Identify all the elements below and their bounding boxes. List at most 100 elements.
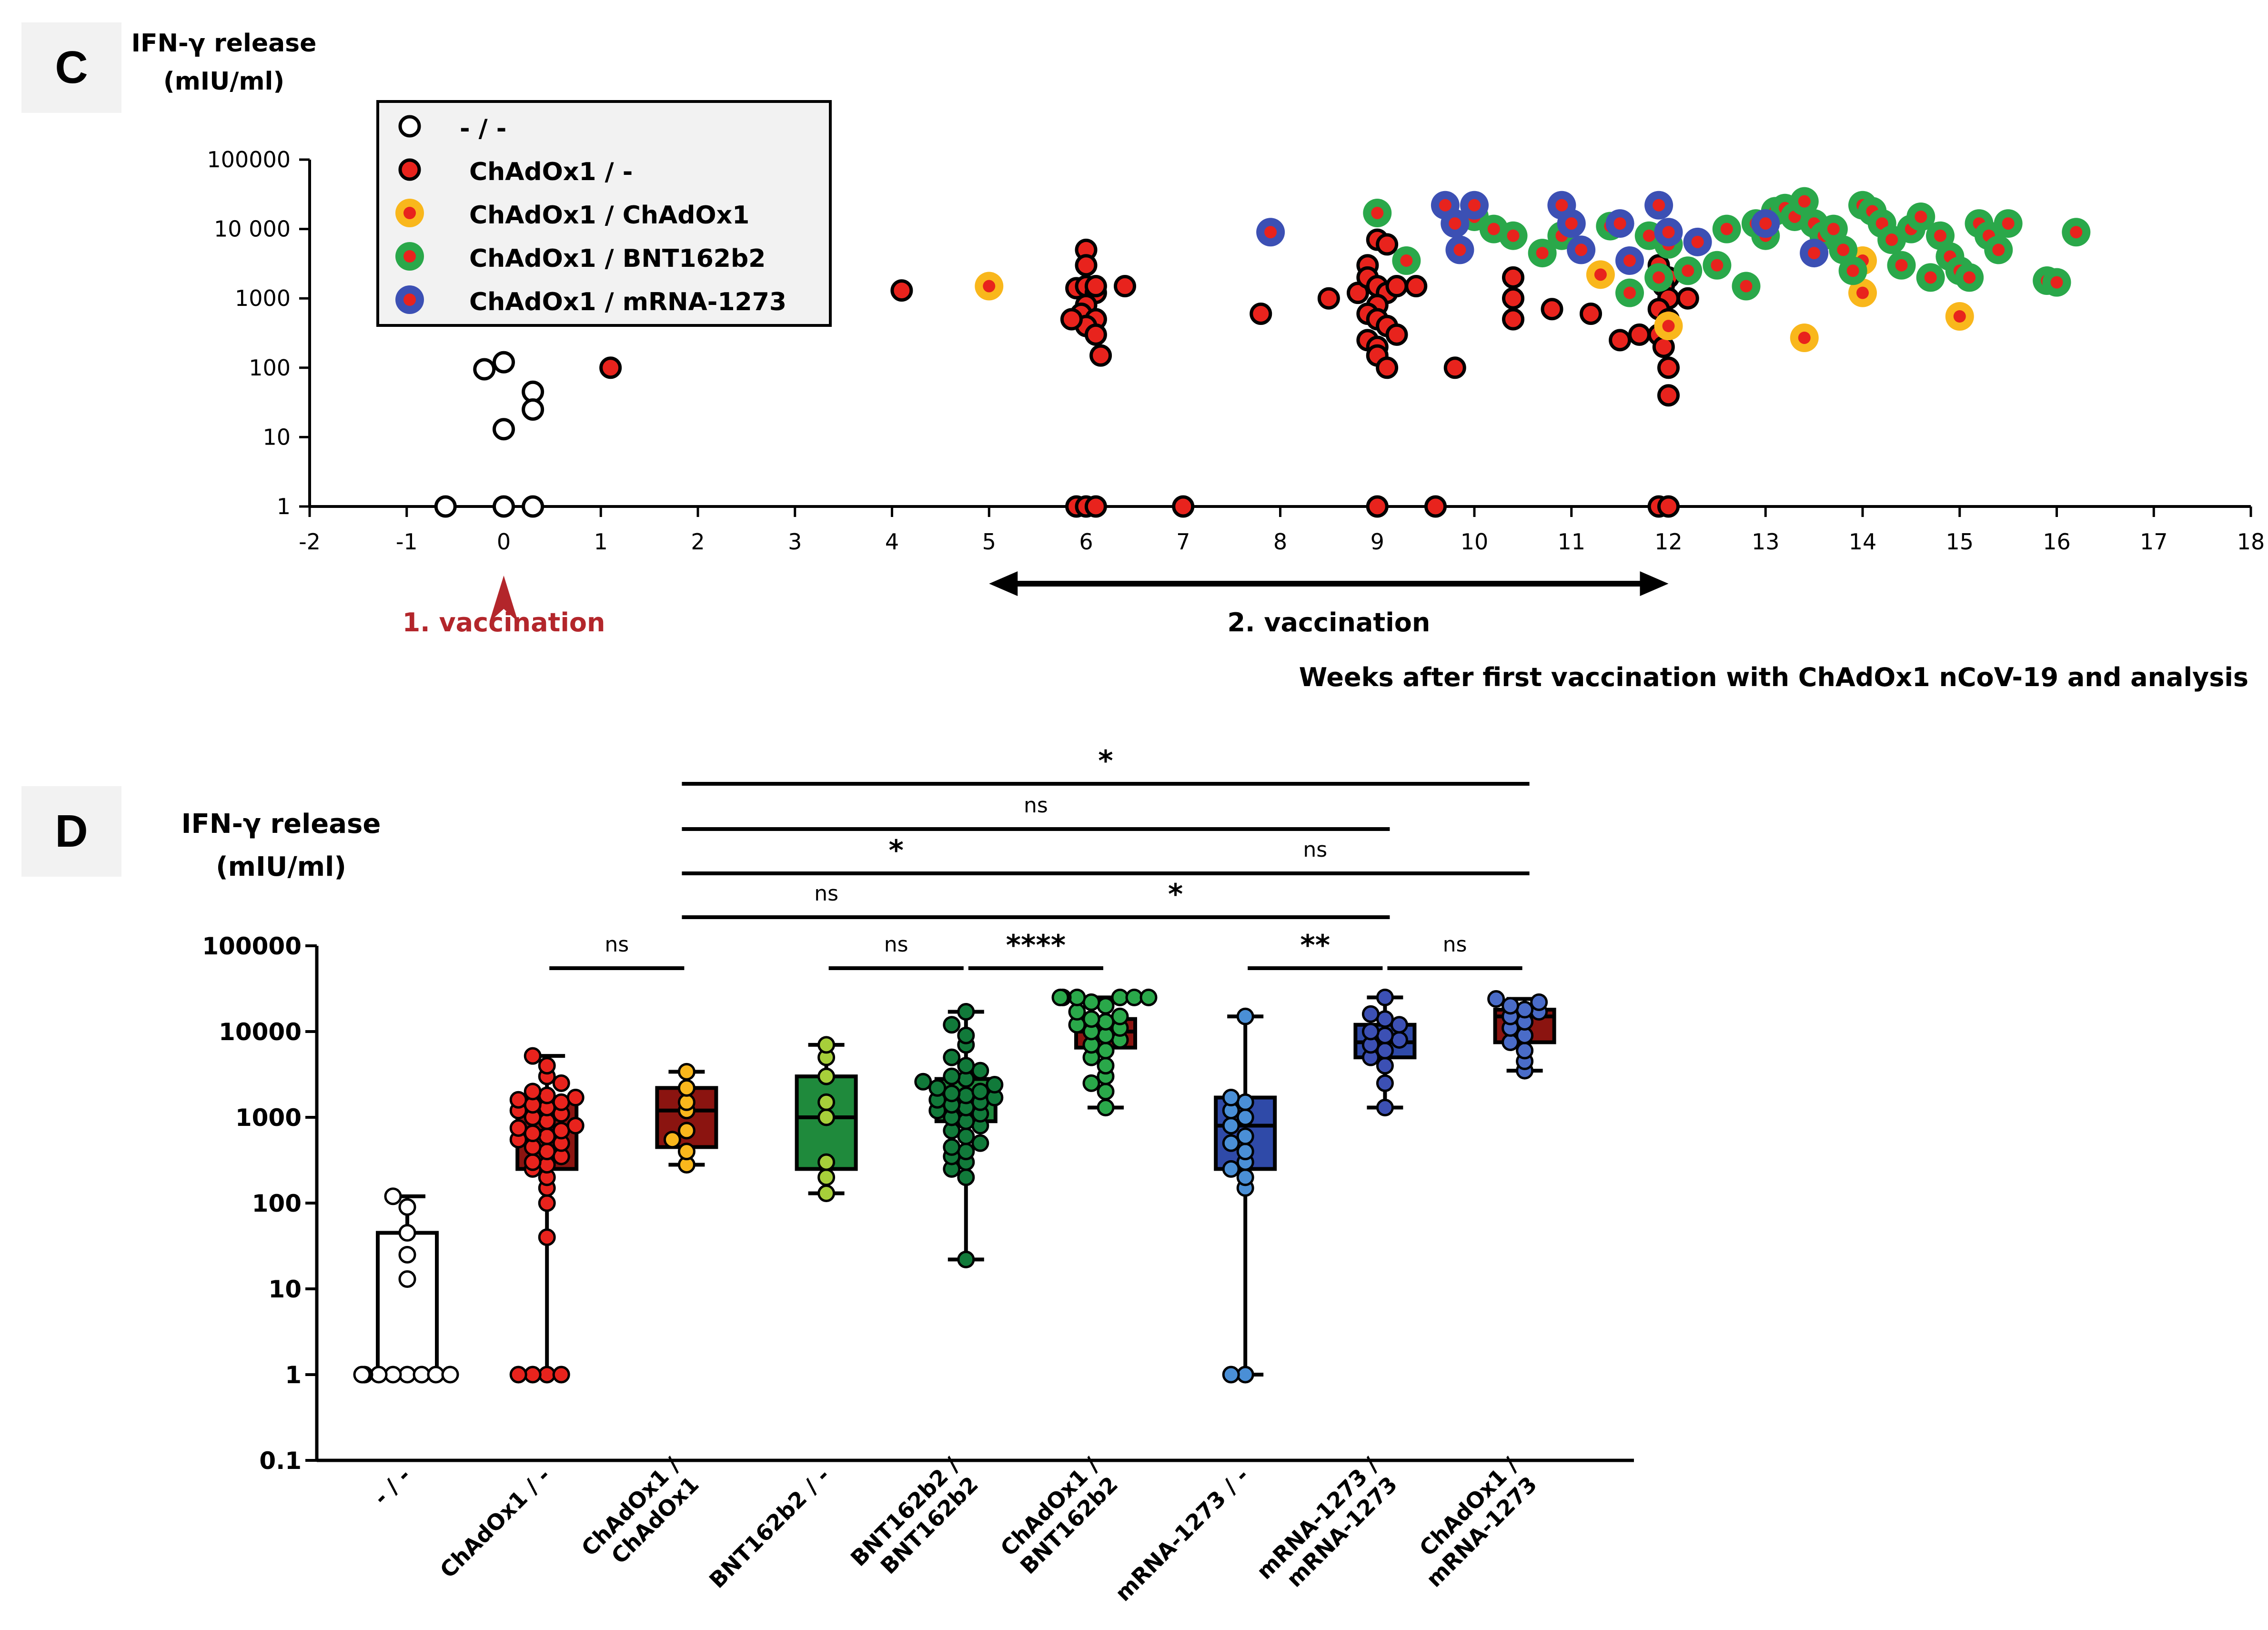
c-data-point: [1317, 287, 1340, 310]
c-data-point-center: [1798, 195, 1811, 208]
c-data-point: [1541, 298, 1563, 321]
d-significance-label: *: [889, 834, 904, 867]
d-data-point: [413, 1366, 431, 1384]
d-data-point: [1361, 1023, 1380, 1041]
c-second-vaccination-label: 2. vaccination: [1227, 607, 1430, 638]
c-first-vaccination-label: 1. vaccination: [403, 607, 605, 638]
d-box-group-6: [1214, 1007, 1277, 1384]
c-data-point-center: [1653, 271, 1665, 284]
d-data-point: [538, 1086, 556, 1104]
d-data-point: [817, 1168, 836, 1186]
c-data-point: [1075, 254, 1098, 277]
d-significance-label: *: [1168, 878, 1183, 911]
c-x-tick-label: 13: [1752, 529, 1780, 555]
d-category-label: mRNA-1273 / -: [1110, 1463, 1254, 1607]
d-data-point: [1530, 993, 1548, 1011]
c-data-point: [1652, 335, 1675, 358]
d-data-point: [524, 1124, 542, 1143]
d-data-point: [817, 1108, 836, 1126]
d-data-point: [817, 1153, 836, 1171]
c-x-tick-label: 16: [2043, 529, 2071, 555]
d-data-point: [1222, 1134, 1240, 1152]
c-data-point: [434, 495, 457, 518]
d-y-tick-label: 10000: [219, 1018, 302, 1046]
c-data-point: [1347, 282, 1369, 304]
d-category-label-line: ChAdOx1 / -: [435, 1463, 555, 1583]
c-legend-marker-center: [403, 207, 416, 219]
d-box-group-1: [509, 1047, 585, 1384]
c-x-tick-label: 17: [2140, 529, 2168, 555]
d-data-point: [524, 1047, 542, 1065]
d-data-point: [1068, 1003, 1086, 1021]
c-data-point: [1114, 275, 1136, 298]
c-data-point-center: [1720, 223, 1733, 235]
d-category-label: mRNA-1273 /mRNA-1273: [1251, 1452, 1402, 1603]
c-data-point-center: [1875, 217, 1888, 230]
d-data-point: [1236, 1143, 1254, 1161]
d-data-point: [957, 1250, 975, 1268]
c-data-point-center: [1536, 247, 1549, 260]
c-data-point: [1657, 384, 1680, 407]
d-data-point: [943, 1138, 961, 1156]
c-data-point: [1628, 323, 1651, 346]
d-data-point: [957, 1143, 975, 1161]
d-data-point: [1376, 1057, 1394, 1075]
c-y-tick-label: 1: [277, 494, 291, 519]
c-data-point-center: [1953, 310, 1966, 323]
c-data-point: [1084, 275, 1107, 298]
d-data-point: [1068, 988, 1086, 1006]
d-data-point: [1376, 1042, 1394, 1060]
c-data-point: [1084, 323, 1107, 346]
d-category-label: ChAdOx1 /BNT162b2: [995, 1452, 1123, 1580]
d-data-point: [398, 1366, 416, 1384]
d-data-point: [398, 1198, 416, 1216]
d-y-tick-label: 10: [268, 1276, 302, 1303]
d-y-tick-label: 1: [285, 1361, 302, 1389]
c-legend-label: - / -: [460, 114, 506, 143]
d-data-point: [943, 1016, 961, 1034]
c-data-point-center: [1963, 271, 1976, 284]
d-data-point: [677, 1079, 696, 1097]
d-data-point: [1516, 1042, 1534, 1060]
d-data-point: [370, 1366, 388, 1384]
c-legend-marker-center: [403, 250, 416, 263]
c-data-point-center: [1643, 229, 1655, 242]
c-data-point: [1502, 266, 1524, 289]
d-data-point: [1082, 1074, 1100, 1092]
d-data-point: [1236, 1007, 1254, 1025]
c-data-point: [1502, 308, 1524, 331]
c-x-tick-label: 11: [1557, 529, 1585, 555]
c-legend-marker: [398, 158, 421, 181]
d-data-point: [538, 1194, 556, 1212]
c-first-vaccination-arrow: [489, 576, 518, 622]
c-data-point-center: [1691, 235, 1704, 248]
c-data-point-center: [1613, 217, 1626, 230]
d-data-point: [1502, 1033, 1520, 1051]
panel-d-tag: D: [21, 786, 121, 877]
c-data-point-center: [1808, 247, 1821, 260]
d-data-point: [1097, 1012, 1115, 1031]
d-data-point: [1376, 1074, 1394, 1092]
d-category-label: ChAdOx1 / -: [435, 1463, 555, 1583]
d-data-point: [384, 1366, 402, 1384]
c-x-tick-label: 18: [2237, 529, 2265, 555]
d-y-tick-label: 1000: [235, 1104, 302, 1132]
c-data-point-center: [1507, 229, 1520, 242]
c-x-tick-label: 3: [788, 529, 802, 555]
d-data-point: [1236, 1093, 1254, 1111]
d-data-point: [817, 1093, 836, 1111]
c-x-tick-label: 7: [1176, 529, 1190, 555]
d-data-point: [677, 1122, 696, 1140]
d-data-point: [943, 1067, 961, 1085]
c-data-point-center: [1594, 268, 1607, 281]
d-y-tick-label: 0.1: [259, 1447, 302, 1475]
d-data-point: [1236, 1168, 1254, 1186]
c-data-point: [1376, 233, 1399, 256]
d-significance-label: ns: [884, 932, 908, 957]
c-data-point-center: [1827, 223, 1840, 235]
c-data-point-center: [1449, 217, 1462, 230]
d-y-tick-label: 100000: [202, 932, 302, 960]
d-data-point: [441, 1366, 459, 1384]
d-box-group-7: [1353, 988, 1417, 1116]
c-x-tick-label: 12: [1654, 529, 1683, 555]
